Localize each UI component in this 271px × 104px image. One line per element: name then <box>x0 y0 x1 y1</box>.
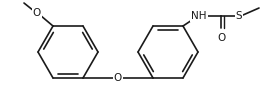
Text: O: O <box>33 8 41 18</box>
Text: O: O <box>114 73 122 83</box>
Text: NH: NH <box>191 11 207 21</box>
Text: S: S <box>236 11 242 21</box>
Text: O: O <box>218 33 226 43</box>
